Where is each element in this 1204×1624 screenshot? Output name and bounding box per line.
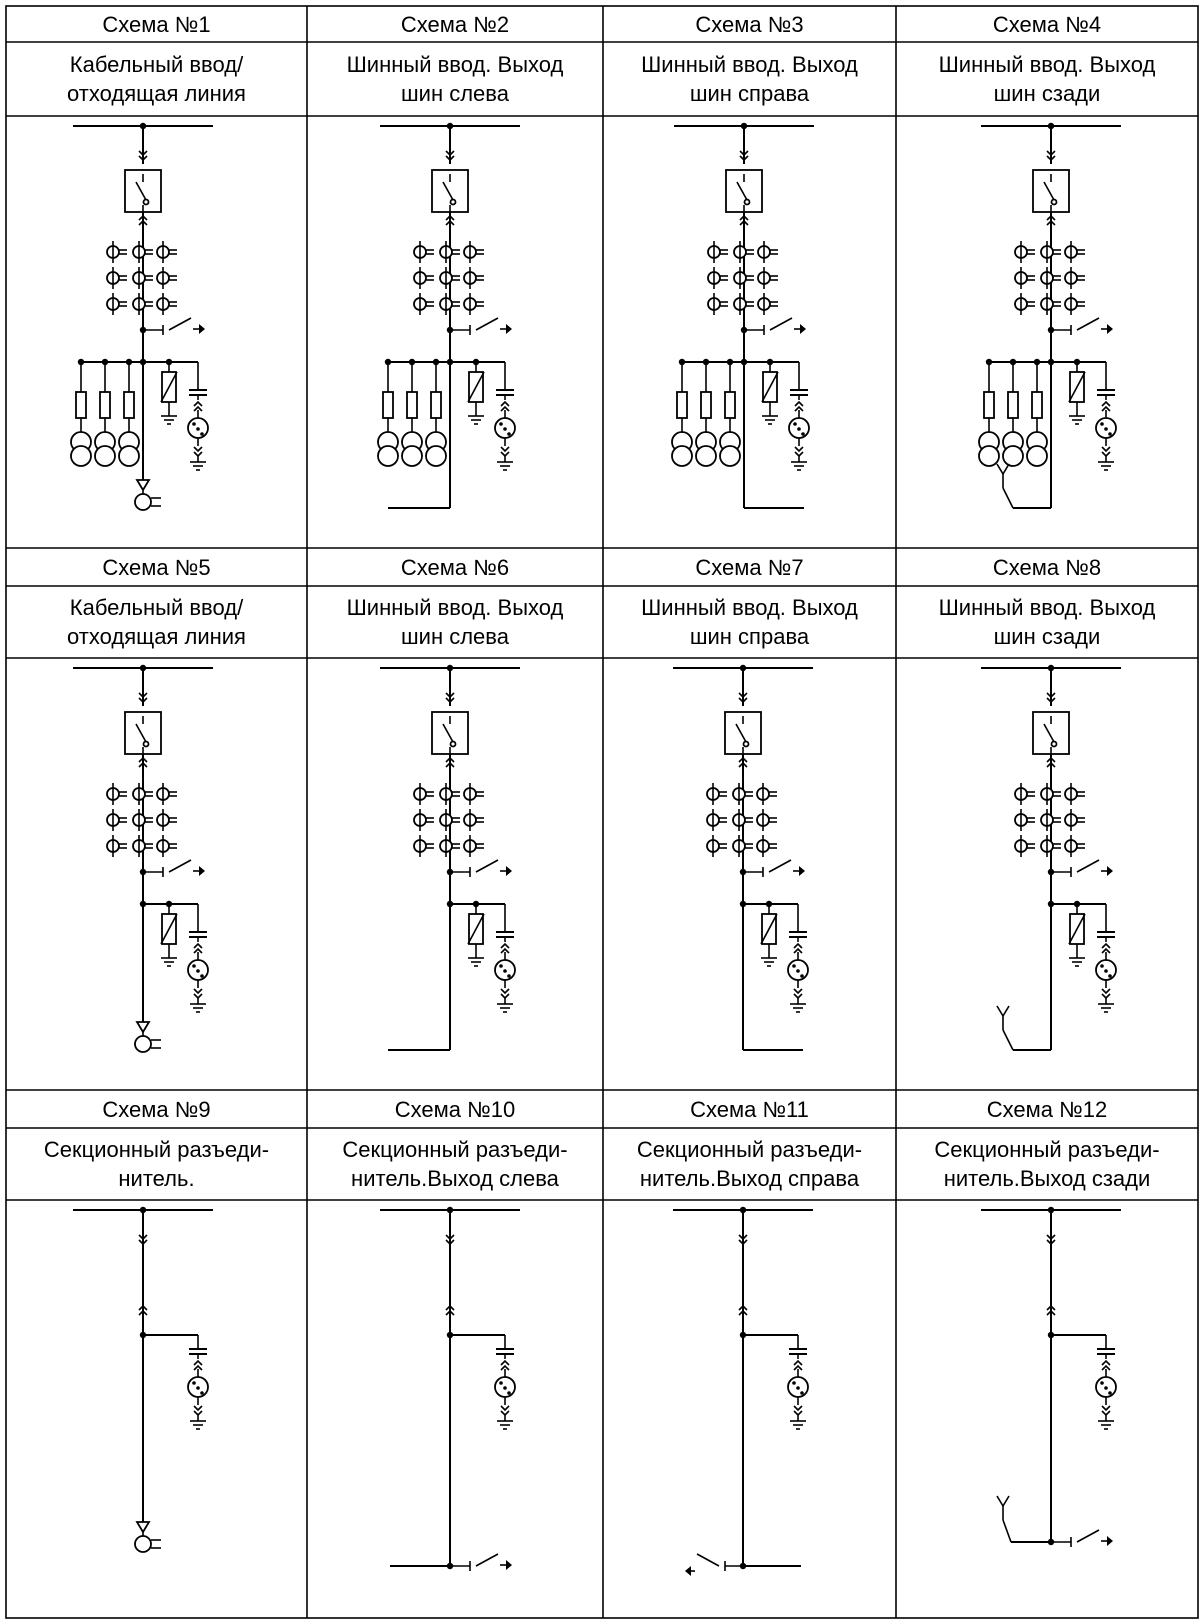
scheme-11-diagram <box>673 1206 813 1576</box>
scheme-subtitle: Шинный ввод. Выход шин справа <box>641 52 858 106</box>
scheme-title: Схема №8 <box>992 554 1102 580</box>
scheme-12-diagram <box>981 1206 1121 1547</box>
table-grid <box>5 5 1199 1619</box>
scheme-subtitle: Шинный ввод. Выход шин слева <box>346 595 564 649</box>
scheme-title: Схема №11 <box>690 1096 809 1122</box>
scheme-subtitle: Шинный ввод. Выход шин сзади <box>938 52 1156 106</box>
scheme-title: Схема №4 <box>992 11 1102 37</box>
scheme-title: Схема №7 <box>695 554 804 580</box>
scheme-4-diagram <box>978 122 1121 509</box>
scheme-title: Схема №2 <box>400 11 510 37</box>
scheme-subtitle: Секционный разъеди- нитель.Выход справа <box>636 1137 863 1191</box>
scheme-title: Схема №6 <box>400 554 510 580</box>
scheme-subtitle: Секционный разъеди- нитель.Выход слева <box>342 1137 568 1191</box>
scheme-9-diagram <box>73 1206 213 1553</box>
scheme-subtitle: Шинный ввод. Выход шин сзади <box>938 595 1156 649</box>
scheme-8-diagram <box>981 664 1121 1051</box>
scheme-title: Схема №9 <box>102 1096 211 1122</box>
scheme-6-diagram <box>380 664 520 1051</box>
scheme-7-diagram <box>673 664 813 1051</box>
scheme-title: Схема №10 <box>394 1096 516 1122</box>
scheme-10-diagram <box>380 1206 520 1571</box>
scheme-title: Схема №12 <box>986 1096 1108 1122</box>
scheme-5-diagram <box>73 664 213 1053</box>
scheme-subtitle: Кабельный ввод/ отходящая линия <box>67 52 246 106</box>
scheme-3-diagram <box>671 122 814 509</box>
scheme-title: Схема №5 <box>102 554 211 580</box>
scheme-title: Схема №3 <box>695 11 804 37</box>
scheme-2-diagram <box>377 122 520 509</box>
scheme-subtitle: Шинный ввод. Выход шин слева <box>346 52 564 106</box>
scheme-subtitle: Секционный разъеди- нитель.Выход сзади <box>934 1137 1160 1191</box>
scheme-subtitle: Шинный ввод. Выход шин справа <box>641 595 858 649</box>
scheme-title: Схема №1 <box>102 11 211 37</box>
scheme-subtitle: Секционный разъеди- нитель. <box>43 1137 270 1191</box>
scheme-1-diagram <box>70 122 213 511</box>
scheme-subtitle: Кабельный ввод/ отходящая линия <box>67 595 246 649</box>
